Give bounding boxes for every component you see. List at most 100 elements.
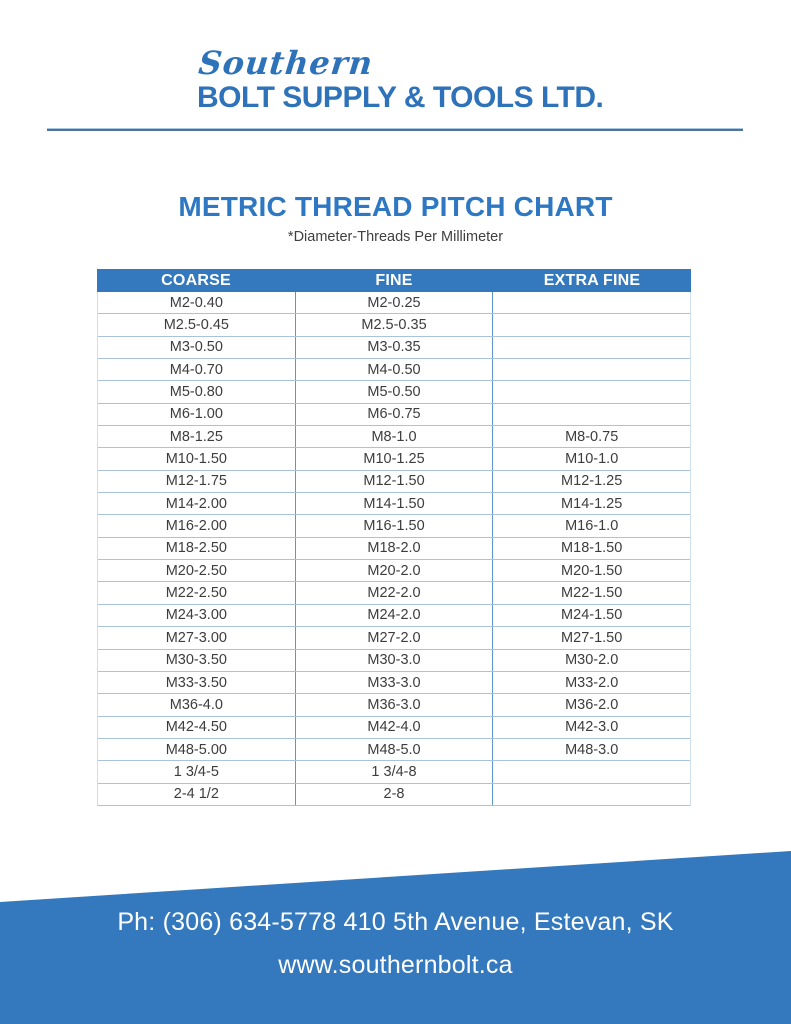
cell-fine: M42-4.0 xyxy=(294,716,493,738)
cell-extra-fine xyxy=(492,292,690,314)
cell-extra-fine xyxy=(492,359,690,381)
table-row: M3-0.50 M3-0.35 xyxy=(98,336,690,360)
cell-extra-fine: M27-1.50 xyxy=(492,627,690,649)
cell-coarse: M33-3.50 xyxy=(165,674,227,691)
cell-coarse: M48-5.00 xyxy=(165,741,227,758)
cell-fine: M27-2.0 xyxy=(294,627,493,649)
cell-extra-fine: M10-1.0 xyxy=(492,448,690,470)
cell-extra-fine xyxy=(492,761,690,783)
cell-extra-fine xyxy=(492,783,690,805)
cell-fine: M14-1.50 xyxy=(294,493,493,515)
cell-extra-fine: M20-1.50 xyxy=(492,560,690,582)
table-row: M48-5.00 M48-5.0 M48-3.0 xyxy=(98,738,690,762)
column-header-extra-fine: EXTRA FINE xyxy=(543,271,641,289)
page-subtitle: *Diameter-Threads Per Millimeter xyxy=(287,229,504,245)
cell-extra-fine: M24-1.50 xyxy=(492,604,690,627)
cell-extra-fine xyxy=(492,314,690,336)
cell-fine: M16-1.50 xyxy=(294,515,493,537)
cell-coarse: M27-3.00 xyxy=(165,629,227,646)
cell-extra-fine: M18-1.50 xyxy=(492,537,690,560)
cell-fine: M2.5-0.35 xyxy=(294,314,493,336)
table-row: M24-3.00 M24-2.0 M24-1.50 xyxy=(98,604,690,628)
table-row: M30-3.50 M30-3.0 M30-2.0 xyxy=(98,649,690,672)
cell-extra-fine: M8-0.75 xyxy=(492,426,690,448)
table-row: M42-4.50 M42-4.0 M42-3.0 xyxy=(98,716,690,739)
cell-fine: M12-1.50 xyxy=(294,470,493,493)
cell-coarse: M18-2.50 xyxy=(165,540,227,557)
cell-fine: M48-5.0 xyxy=(294,738,493,761)
cell-extra-fine xyxy=(492,381,690,403)
cell-extra-fine: M30-2.0 xyxy=(492,649,690,671)
table-row: M2.5-0.45 M2.5-0.35 xyxy=(98,314,690,337)
cell-coarse: M14-2.00 xyxy=(165,495,227,512)
cell-extra-fine xyxy=(492,403,690,426)
cell-fine: M5-0.50 xyxy=(294,381,493,403)
cell-coarse: M10-1.50 xyxy=(165,451,227,468)
header-divider-rule xyxy=(47,128,743,131)
cell-extra-fine: M12-1.25 xyxy=(492,470,690,493)
logo-company-name: BOLT SUPPLY & TOOLS LTD. xyxy=(197,81,604,114)
logo-script-text: Southern xyxy=(196,44,376,82)
footer-website: www.southernbolt.ca xyxy=(278,951,513,979)
column-header-fine: FINE xyxy=(375,271,413,289)
table-row: M33-3.50 M33-3.0 M33-2.0 xyxy=(98,671,690,695)
cell-extra-fine: M16-1.0 xyxy=(492,515,690,537)
table-row: M16-2.00 M16-1.50 M16-1.0 xyxy=(98,515,690,538)
cell-fine: M22-2.0 xyxy=(294,582,493,604)
table-row: M8-1.25 M8-1.0 M8-0.75 xyxy=(98,426,690,449)
cell-coarse: M2.5-0.45 xyxy=(163,317,229,334)
thread-pitch-table: COARSE FINE EXTRA FINE M2-0.40 M2-0.25 M2.… xyxy=(97,269,691,806)
cell-coarse: 2-4 1/2 xyxy=(173,786,219,803)
cell-fine: M10-1.25 xyxy=(294,448,493,470)
cell-coarse: M6-1.00 xyxy=(169,406,223,423)
table-header-row: COARSE FINE EXTRA FINE xyxy=(97,269,691,292)
footer-contact-address: Ph: (306) 634-5778 410 5th Avenue, Estev… xyxy=(117,908,674,936)
cell-coarse: M36-4.0 xyxy=(169,696,223,713)
cell-fine: M4-0.50 xyxy=(294,359,493,381)
cell-coarse: M22-2.50 xyxy=(165,585,227,602)
table-row: M10-1.50 M10-1.25 M10-1.0 xyxy=(98,448,690,471)
cell-fine: M36-3.0 xyxy=(294,694,493,716)
cell-coarse: M20-2.50 xyxy=(165,562,227,579)
cell-extra-fine: M33-2.0 xyxy=(492,671,690,694)
table-row: M12-1.75 M12-1.50 M12-1.25 xyxy=(98,470,690,494)
cell-fine: M6-0.75 xyxy=(294,403,493,426)
cell-fine: M20-2.0 xyxy=(294,560,493,582)
table-row: M14-2.00 M14-1.50 M14-1.25 xyxy=(98,493,690,516)
cell-fine: 2-8 xyxy=(294,783,493,805)
cell-coarse: M4-0.70 xyxy=(169,361,223,378)
cell-extra-fine: M36-2.0 xyxy=(492,694,690,716)
table-row: M4-0.70 M4-0.50 xyxy=(98,359,690,382)
table-row: M18-2.50 M18-2.0 M18-1.50 xyxy=(98,537,690,561)
page-title: METRIC THREAD PITCH CHART xyxy=(178,191,613,222)
cell-coarse: M16-2.00 xyxy=(165,518,227,535)
table-row: 1 3/4-5 1 3/4-8 xyxy=(98,761,690,784)
table-row: 2-4 1/2 2-8 xyxy=(98,783,690,806)
table-row: M5-0.80 M5-0.50 xyxy=(98,381,690,404)
cell-fine: M3-0.35 xyxy=(294,336,493,359)
cell-coarse: M5-0.80 xyxy=(169,384,223,401)
cell-coarse: M3-0.50 xyxy=(169,339,223,356)
table-row: M27-3.00 M27-2.0 M27-1.50 xyxy=(98,627,690,650)
cell-fine: 1 3/4-8 xyxy=(294,761,493,783)
cell-fine: M24-2.0 xyxy=(294,604,493,627)
table-row: M2-0.40 M2-0.25 xyxy=(98,292,690,315)
cell-coarse: M42-4.50 xyxy=(165,719,227,736)
cell-fine: M33-3.0 xyxy=(294,671,493,694)
cell-fine: M30-3.0 xyxy=(294,649,493,671)
table-row: M36-4.0 M36-3.0 M36-2.0 xyxy=(98,694,690,717)
cell-coarse: M2-0.40 xyxy=(169,294,223,311)
table-row: M20-2.50 M20-2.0 M20-1.50 xyxy=(98,560,690,583)
cell-extra-fine xyxy=(492,336,690,359)
cell-coarse: 1 3/4-5 xyxy=(173,763,219,780)
company-logo: Southern BOLT SUPPLY & TOOLS LTD. xyxy=(197,44,604,114)
cell-coarse: M8-1.25 xyxy=(169,428,223,445)
cell-extra-fine: M22-1.50 xyxy=(492,582,690,604)
table-row: M6-1.00 M6-0.75 xyxy=(98,403,690,427)
cell-fine: M2-0.25 xyxy=(294,292,493,314)
cell-extra-fine: M48-3.0 xyxy=(492,738,690,761)
table-row: M22-2.50 M22-2.0 M22-1.50 xyxy=(98,582,690,605)
cell-fine: M8-1.0 xyxy=(294,426,493,448)
cell-extra-fine: M14-1.25 xyxy=(492,493,690,515)
cell-coarse: M12-1.75 xyxy=(165,473,227,490)
